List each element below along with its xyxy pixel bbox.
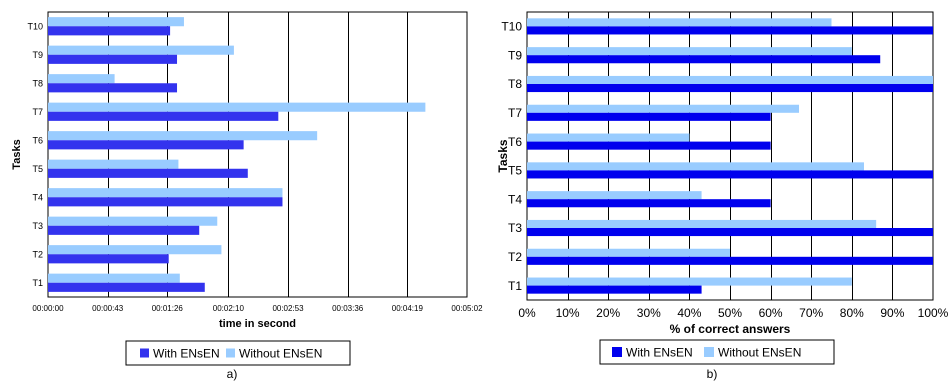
legend-swatch-with-ensen (612, 347, 622, 357)
figure-caption: a) (227, 367, 238, 381)
bar-without-ensen (527, 104, 800, 113)
x-tick-label: 0% (518, 306, 536, 320)
bar-without-ensen (527, 162, 864, 171)
x-axis-label: % of correct answers (670, 322, 791, 336)
bar-with-ensen (527, 170, 933, 179)
y-tick-label: T8 (508, 77, 522, 91)
bar-with-ensen (527, 285, 702, 294)
bar-without-ensen (48, 188, 283, 198)
y-tick-label: T9 (508, 48, 522, 62)
bar-with-ensen (527, 112, 771, 121)
y-tick-label: T3 (32, 221, 43, 231)
x-tick-label: 10% (556, 306, 580, 320)
bar-without-ensen (527, 18, 832, 27)
bar-with-ensen (527, 256, 933, 265)
legend-swatch-without-ensen (226, 348, 235, 358)
x-tick-label: 100% (918, 306, 949, 320)
legend-label-without-ensen: Without ENsEN (239, 346, 322, 360)
legend-label-with-ensen: With ENsEN (153, 346, 220, 360)
bar-without-ensen (48, 102, 426, 112)
x-tick-label: 60% (759, 306, 783, 320)
bar-without-ensen (48, 159, 179, 169)
y-tick-label: T4 (32, 192, 43, 202)
y-tick-label: T7 (32, 107, 43, 117)
x-tick-label: 00:00:00 (32, 304, 64, 313)
bar-without-ensen (48, 45, 234, 55)
bar-without-ensen (527, 277, 852, 286)
y-tick-label: T3 (508, 221, 522, 235)
bar-without-ensen (48, 245, 222, 255)
x-tick-label: 00:05:02 (451, 304, 483, 313)
y-tick-label: T4 (508, 192, 522, 206)
legend-label-without-ensen: Without ENsEN (718, 345, 801, 359)
x-tick-label: 00:00:43 (92, 304, 124, 313)
bar-with-ensen (48, 168, 248, 178)
x-tick-label: 90% (880, 306, 904, 320)
bar-with-ensen (48, 54, 178, 64)
x-tick-label: 00:04:19 (392, 304, 424, 313)
bar-with-ensen (48, 140, 244, 150)
bar-with-ensen (48, 197, 283, 207)
y-tick-label: T5 (32, 164, 43, 174)
x-tick-label: 80% (840, 306, 864, 320)
bar-with-ensen (48, 282, 205, 292)
bar-with-ensen (527, 199, 771, 208)
x-tick-label: 40% (677, 306, 701, 320)
y-tick-label: T5 (508, 164, 522, 178)
bar-without-ensen (48, 273, 180, 283)
bar-without-ensen (527, 133, 690, 142)
y-tick-label: T10 (501, 20, 522, 34)
y-tick-label: T10 (27, 21, 43, 31)
bar-without-ensen (527, 47, 852, 56)
bar-with-ensen (527, 228, 933, 237)
bar-without-ensen (527, 75, 933, 84)
y-tick-label: T2 (508, 250, 522, 264)
x-tick-label: 50% (718, 306, 742, 320)
y-axis-label: Tasks (11, 139, 23, 169)
y-tick-label: T6 (508, 135, 522, 149)
y-tick-label: T8 (32, 78, 43, 88)
y-tick-label: T6 (32, 135, 43, 145)
bar-without-ensen (527, 191, 702, 200)
bar-without-ensen (48, 131, 318, 141)
legend-swatch-without-ensen (704, 347, 714, 357)
x-tick-label: 00:02:10 (213, 304, 245, 313)
bar-without-ensen (48, 17, 184, 27)
y-tick-label: T9 (32, 50, 43, 60)
y-tick-label: T1 (32, 278, 43, 288)
legend (125, 340, 351, 366)
bar-with-ensen (527, 84, 933, 93)
x-tick-label: 00:02:53 (272, 304, 304, 313)
bar-with-ensen (527, 26, 933, 35)
bar-without-ensen (48, 216, 218, 226)
bar-without-ensen (48, 74, 115, 84)
x-tick-label: 00:01:26 (152, 304, 184, 313)
y-tick-label: T1 (508, 279, 522, 293)
bar-with-ensen (48, 83, 178, 93)
bar-with-ensen (48, 254, 169, 264)
legend (599, 339, 835, 365)
bar-with-ensen (48, 225, 200, 235)
x-axis-label: time in second (219, 318, 296, 330)
bar-without-ensen (527, 248, 730, 257)
x-tick-label: 00:03:36 (332, 304, 364, 313)
legend-swatch-with-ensen (140, 348, 149, 358)
x-tick-label: 30% (637, 306, 661, 320)
bar-with-ensen (48, 26, 171, 36)
x-tick-label: 20% (596, 306, 620, 320)
bar-with-ensen (48, 111, 279, 121)
legend-label-with-ensen: With ENsEN (626, 345, 693, 359)
y-axis-label: Tasks (496, 139, 510, 172)
bar-without-ensen (527, 219, 877, 228)
x-tick-label: 70% (799, 306, 823, 320)
bar-with-ensen (527, 55, 881, 64)
figure-caption: b) (707, 367, 718, 381)
y-tick-label: T2 (32, 249, 43, 259)
y-tick-label: T7 (508, 106, 522, 120)
bar-with-ensen (527, 141, 771, 150)
